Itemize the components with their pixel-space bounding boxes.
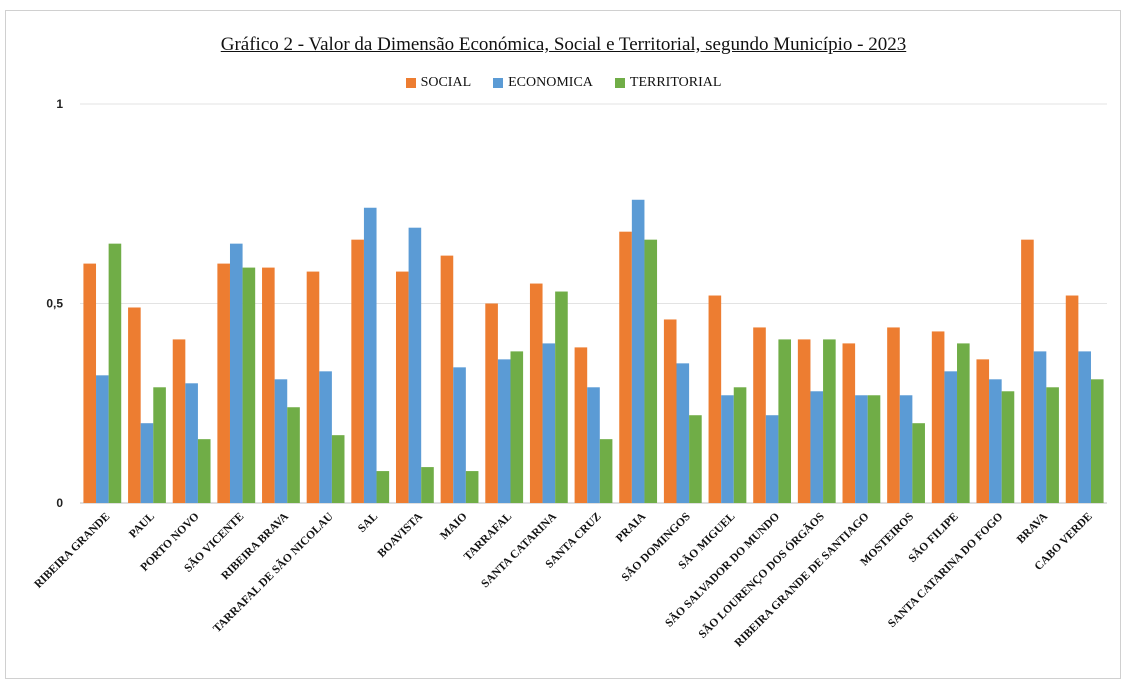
category-label: SANTA CATARINA	[479, 510, 559, 590]
bar-economica	[274, 379, 288, 503]
legend-swatch	[614, 78, 625, 88]
bar-social	[1065, 295, 1079, 503]
bar-economica	[542, 343, 556, 503]
y-tick-label: 0	[56, 496, 63, 510]
bar-social	[485, 303, 498, 503]
bar-social	[619, 231, 632, 503]
category-label: PAUL	[127, 510, 157, 540]
legend-item-territorial: TERRITORIAL	[614, 75, 722, 91]
bar-social	[753, 327, 766, 503]
bar-territorial	[376, 471, 390, 503]
bar-social	[797, 339, 811, 503]
bar-territorial	[957, 343, 970, 503]
legend: SOCIAL ECONOMICA TERRITORIAL	[0, 75, 1127, 91]
bar-territorial	[689, 415, 702, 503]
bar-territorial	[197, 439, 211, 503]
category-label: BRAVA	[1015, 510, 1051, 546]
bar-territorial	[108, 243, 122, 503]
legend-item-economica: ECONOMICA	[493, 75, 593, 91]
bar-economica	[185, 383, 198, 503]
bar-social	[128, 307, 141, 503]
bar-economica	[899, 395, 913, 503]
bar-social	[931, 331, 945, 503]
bar-economica	[229, 243, 243, 503]
bar-social	[306, 271, 320, 503]
category-label: MAIO	[438, 511, 470, 543]
legend-item-social: SOCIAL	[405, 75, 472, 91]
bar-economica	[408, 227, 422, 503]
bar-territorial	[599, 439, 613, 503]
bar-territorial	[465, 471, 479, 503]
bar-economica	[1033, 351, 1047, 503]
bar-territorial	[912, 423, 925, 503]
bar-territorial	[331, 435, 345, 503]
bar-territorial	[510, 351, 524, 503]
bar-economica	[1078, 351, 1091, 503]
bar-social	[1021, 239, 1034, 503]
bar-social	[976, 359, 990, 503]
category-label: RIBEIRA GRANDE	[32, 510, 112, 590]
bar-social	[217, 263, 230, 503]
bar-economica	[721, 395, 734, 503]
legend-swatch	[493, 78, 504, 88]
category-label: BOAVISTA	[376, 510, 426, 560]
bar-territorial	[153, 387, 166, 503]
category-label: SAL	[356, 510, 381, 535]
bar-economica	[989, 379, 1002, 503]
y-tick-label: 0,5	[46, 297, 63, 311]
bar-territorial	[555, 291, 568, 503]
bar-economica	[944, 371, 958, 503]
bar-economica	[96, 375, 109, 503]
bar-economica	[363, 207, 377, 504]
legend-swatch	[405, 78, 416, 88]
bar-economica	[855, 395, 868, 503]
chart-title: Gráfico 2 - Valor da Dimensão Económica,…	[220, 34, 907, 55]
bar-social	[395, 271, 409, 503]
category-label: PRAIA	[614, 510, 649, 545]
bar-social	[574, 347, 588, 503]
bar-territorial	[242, 267, 256, 503]
bar-territorial	[1090, 379, 1104, 503]
bar-territorial	[1046, 387, 1059, 503]
bar-territorial	[733, 387, 747, 503]
bar-territorial	[1001, 391, 1015, 503]
bar-economica	[810, 391, 824, 503]
bar-economica	[631, 199, 645, 503]
bar-economica	[497, 359, 511, 503]
bar-economica	[140, 423, 154, 503]
bar-territorial	[287, 407, 300, 503]
bar-social	[887, 327, 900, 503]
bar-territorial	[823, 339, 836, 503]
bar-economica	[587, 387, 600, 503]
bar-social	[440, 255, 454, 503]
bar-territorial	[778, 339, 792, 503]
bar-social	[172, 339, 186, 503]
bar-economica	[319, 371, 332, 503]
bar-social	[842, 343, 856, 503]
legend-label: TERRITORIAL	[629, 75, 722, 90]
bar-social	[83, 263, 97, 503]
legend-label: SOCIAL	[420, 75, 472, 90]
bar-social	[351, 239, 364, 503]
bar-social	[708, 295, 722, 503]
bar-economica	[453, 367, 466, 503]
y-tick-label: 1	[56, 97, 63, 111]
bar-territorial	[421, 467, 434, 503]
bar-territorial	[644, 239, 658, 503]
bar-social	[262, 267, 275, 503]
bar-social	[663, 319, 677, 503]
bar-economica	[676, 363, 690, 503]
bar-territorial	[867, 395, 881, 503]
bar-social	[529, 283, 543, 503]
bar-economica	[765, 415, 779, 503]
legend-label: ECONOMICA	[508, 75, 593, 90]
